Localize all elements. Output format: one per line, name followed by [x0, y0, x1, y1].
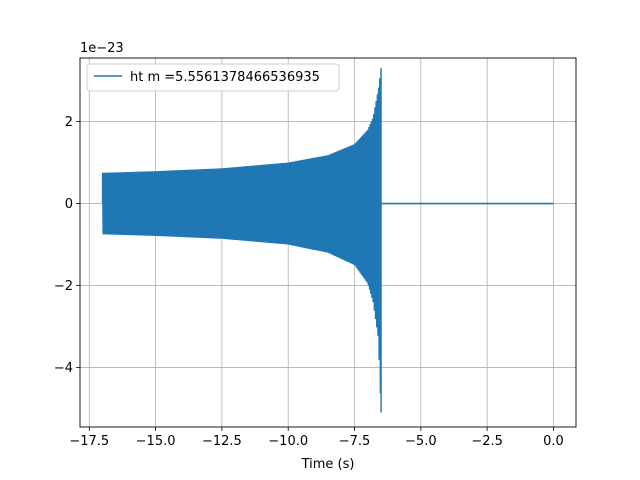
x-tick-label: −10.0: [268, 434, 308, 449]
x-tick-label: −12.5: [202, 434, 242, 449]
signal-series: [101, 68, 554, 413]
legend-box: [86, 63, 340, 92]
x-tick-label: −17.5: [69, 434, 109, 449]
chirp-signal-line: [101, 68, 382, 413]
y-tick-label: 0: [65, 197, 73, 212]
legend-label: ht m =5.5561378466536935: [130, 70, 320, 85]
x-tick-label: −7.5: [339, 434, 371, 449]
y-tick-label: −4: [54, 361, 73, 376]
legend: ht m =5.5561378466536935: [86, 63, 340, 92]
y-offset-text: 1e−23: [80, 41, 124, 56]
ticks: −17.5 −15.0 −12.5 −10.0 −7.5 −5.0 −2.5 0.0 −4 −2 0…: [54, 115, 564, 449]
x-tick-label: −2.5: [471, 434, 503, 449]
x-tick-label: 0.0: [543, 434, 564, 449]
x-tick-label: −5.0: [405, 434, 437, 449]
y-tick-label: −2: [54, 279, 73, 294]
x-tick-label: −15.0: [136, 434, 176, 449]
plot-frame: [79, 57, 577, 428]
y-tick-label: 2: [65, 115, 73, 130]
x-axis-label: Time (s): [301, 457, 355, 472]
